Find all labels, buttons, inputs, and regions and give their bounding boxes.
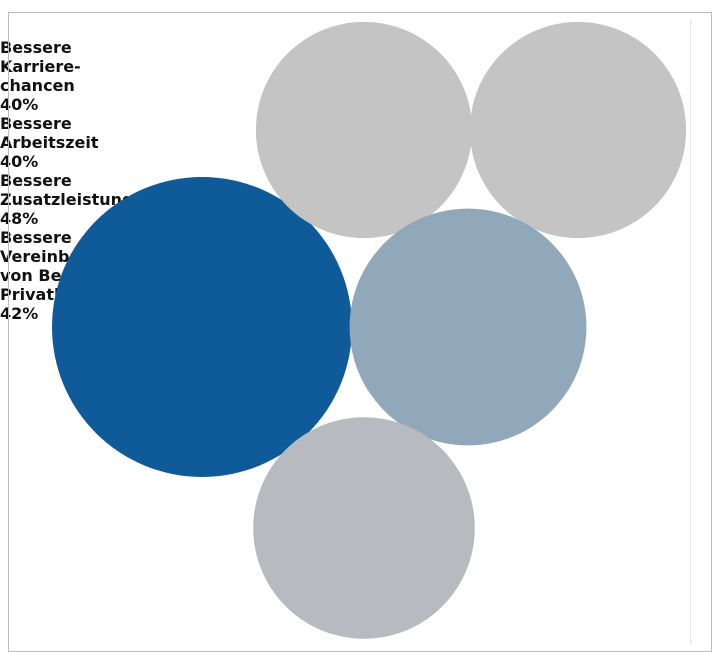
category-label: Bessere Arbeitszeit	[0, 114, 99, 152]
value-label: 48%	[0, 209, 39, 228]
value-label: 40%	[0, 152, 39, 171]
bubble	[52, 177, 352, 477]
bubble	[349, 208, 587, 446]
bubble	[255, 21, 473, 239]
category-label: Bessere Karriere-chancen	[0, 38, 81, 95]
bubble	[469, 21, 687, 239]
bubble-label: Bessere Arbeitszeit 40%	[0, 114, 157, 171]
divider	[690, 20, 691, 644]
bubble	[253, 417, 475, 639]
category-label: bessere Vergütung	[0, 0, 151, 19]
bubble-label: Bessere Karriere-chancen 40%	[0, 38, 140, 114]
value-label: 40%	[0, 95, 39, 114]
value-label: 42%	[0, 304, 39, 323]
